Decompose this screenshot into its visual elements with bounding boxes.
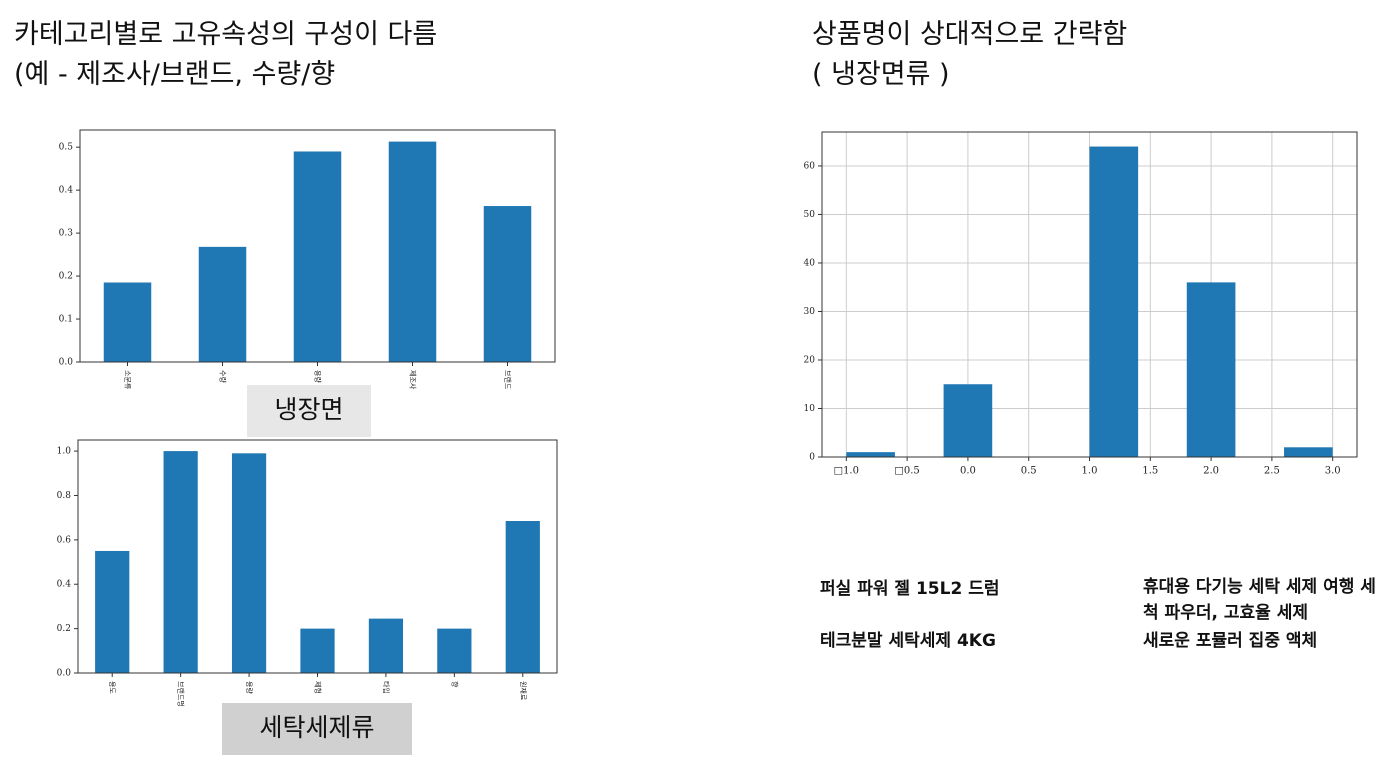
example: 퍼실 파워 젤 15L2 드럼 (820, 579, 1000, 599)
y-tick-label: 0.1 (59, 315, 73, 325)
example: 테크분말 세탁세제 4KG (820, 631, 996, 651)
x-tick-label: 용도 (108, 681, 116, 694)
histogram-bar (846, 452, 895, 457)
x-tick-label: 용량 (314, 370, 322, 383)
x-tick-label: 2.5 (1264, 466, 1280, 477)
y-tick-label: 0.4 (57, 580, 72, 590)
x-tick-label: 원재료 (519, 681, 528, 701)
histogram-bar (1089, 146, 1139, 457)
heading-line: 카테고리별로 고유속성의 구성이 다름 (14, 19, 438, 50)
y-tick-label: 60 (804, 161, 816, 171)
heading-line: (예 - 제조사/브랜드, 수량/향 (14, 59, 336, 90)
histogram-bar (943, 384, 993, 457)
y-tick-label: 0.4 (59, 186, 74, 196)
bar (95, 550, 130, 673)
x-tick-label: 브랜드명 (177, 681, 186, 707)
x-tick-label: □1.0 (834, 466, 859, 477)
x-tick-label: 1.5 (1142, 466, 1158, 477)
y-tick-label: 0.3 (59, 229, 74, 239)
x-tick-label: 0.0 (960, 466, 976, 477)
y-tick-label: 0.8 (57, 491, 72, 501)
x-tick-label: 용량 (245, 681, 253, 694)
x-tick-label: □0.5 (894, 466, 919, 477)
bar (483, 206, 532, 362)
y-tick-label: 1.0 (57, 447, 72, 457)
y-tick-label: 10 (804, 404, 816, 414)
x-tick-label: 제형 (314, 681, 322, 694)
caption-box (222, 703, 412, 755)
heading-line: ( 냉장면류 ) (812, 59, 950, 90)
y-tick-label: 0.6 (57, 535, 72, 545)
x-tick-label: 1.0 (1082, 466, 1098, 477)
y-tick-label: 0.2 (57, 624, 71, 634)
y-tick-label: 50 (804, 210, 816, 220)
x-tick-label: 0.5 (1021, 466, 1037, 477)
caption-box (247, 385, 371, 437)
x-tick-label: 타입 (382, 681, 391, 694)
caption: 냉장면 (274, 395, 343, 424)
histogram-bar (1186, 282, 1236, 457)
x-tick-label: 소분류 (124, 370, 132, 390)
x-tick-label: 수량 (219, 370, 227, 383)
bar (437, 628, 472, 673)
bar (231, 453, 267, 673)
x-tick-label: 2.0 (1203, 466, 1219, 477)
y-tick-label: 20 (804, 355, 816, 365)
plot-frame (77, 439, 558, 674)
x-tick-label: 향 (450, 681, 459, 688)
bar (103, 282, 152, 362)
bar (388, 141, 437, 362)
y-tick-label: 0.0 (59, 358, 74, 368)
example: 휴대용 다기능 세탁 세제 여행 세척 파우더, 고효율 세제 (1143, 577, 1376, 623)
bar (300, 628, 335, 673)
y-tick-label: 0 (809, 453, 815, 463)
example: 새로운 포뮬러 집중 액체 (1143, 631, 1318, 651)
heading-line: 상품명이 상대적으로 간략함 (812, 19, 1128, 50)
plot-frame (79, 129, 556, 363)
x-tick-label: 제조사 (409, 370, 418, 390)
bar (293, 151, 342, 362)
histogram-bar (1284, 447, 1333, 457)
bar (505, 520, 540, 673)
plot-frame (821, 131, 1358, 458)
x-tick-label: 3.0 (1325, 466, 1341, 477)
bar (368, 618, 404, 673)
y-tick-label: 30 (804, 307, 816, 317)
y-tick-label: 40 (804, 258, 816, 268)
y-tick-label: 0.5 (59, 143, 74, 153)
bar (163, 451, 198, 673)
caption: 세탁세제류 (259, 713, 374, 742)
y-tick-label: 0.0 (57, 669, 72, 679)
bar (198, 246, 247, 362)
y-tick-label: 0.2 (59, 272, 73, 282)
x-tick-label: 브랜드 (504, 370, 513, 390)
